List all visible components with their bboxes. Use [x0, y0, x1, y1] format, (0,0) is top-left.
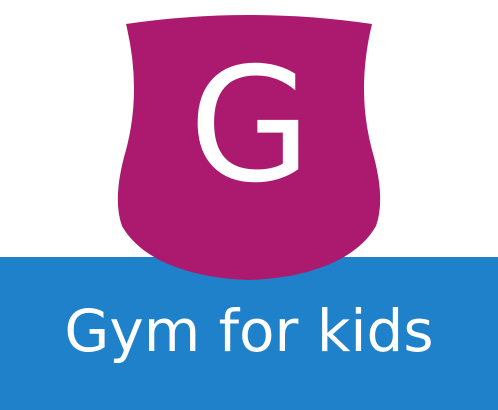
logo-monogram: G: [188, 34, 312, 218]
logo-tagline: Gym for kids: [64, 297, 434, 365]
shield-shape: [117, 15, 381, 280]
tagline-banner: [0, 257, 498, 410]
